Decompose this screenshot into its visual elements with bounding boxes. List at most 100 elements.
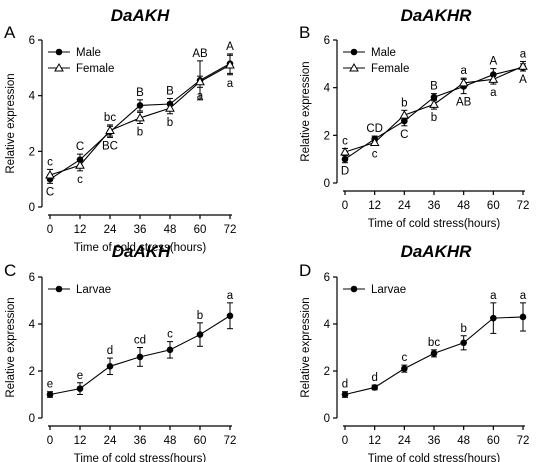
y-tick-label: 0 — [324, 413, 330, 425]
data-label: A — [489, 56, 497, 68]
x-tick-label: 48 — [164, 435, 177, 447]
data-point — [75, 160, 85, 169]
x-tick-label: 0 — [342, 435, 348, 447]
data-point — [45, 169, 55, 179]
legend-label: Larvae — [371, 284, 406, 296]
y-tick-label: 2 — [324, 366, 330, 378]
legend-marker — [350, 48, 358, 56]
data-point — [369, 137, 380, 146]
y-axis-label: Relative expression — [5, 73, 17, 173]
data-point — [401, 365, 408, 372]
data-point — [430, 93, 438, 101]
x-tick-label: 12 — [74, 224, 87, 236]
data-point — [341, 155, 349, 163]
legend-marker — [55, 48, 63, 56]
y-tick-label: 6 — [324, 272, 330, 284]
data-point — [518, 61, 528, 70]
data-label: b — [137, 127, 143, 139]
data-label: C — [46, 186, 54, 198]
data-point — [165, 103, 175, 112]
x-tick-label: 48 — [457, 200, 470, 212]
y-tick-label: 2 — [29, 366, 35, 378]
data-label: AB — [192, 48, 208, 60]
panel-letter: C — [4, 261, 16, 280]
data-point — [371, 384, 378, 391]
y-axis-label: Relative expression — [300, 297, 312, 397]
x-tick-label: 72 — [224, 435, 237, 447]
x-tick-label: 0 — [47, 435, 53, 447]
x-tick-label: 24 — [398, 200, 411, 212]
x-tick-label: 24 — [104, 224, 117, 236]
data-label: CD — [366, 123, 383, 135]
series-female: c c b b a a a — [340, 48, 528, 160]
panel-letter: A — [4, 23, 16, 42]
data-point — [519, 313, 527, 321]
legend: Larvae — [48, 284, 111, 296]
data-point — [105, 125, 115, 134]
y-tick-label: 2 — [29, 146, 35, 158]
data-label: e — [47, 379, 53, 391]
data-label: c — [342, 135, 348, 147]
x-tick-label: 24 — [398, 435, 411, 447]
x-tick-label: 36 — [428, 200, 441, 212]
y-tick-label: 4 — [29, 319, 36, 331]
legend-marker — [55, 285, 63, 293]
x-tick-label: 60 — [487, 200, 500, 212]
x-tick-label: 72 — [517, 435, 530, 447]
data-point — [430, 350, 438, 357]
panel-letter: D — [299, 261, 311, 280]
data-label: AB — [456, 97, 472, 109]
data-label: A — [519, 74, 527, 86]
axes — [41, 277, 232, 427]
x-tick-label: 36 — [134, 435, 147, 447]
data-point — [226, 312, 234, 320]
data-point — [488, 74, 499, 83]
data-label: b — [197, 310, 203, 322]
x-axis-label: Time of cold stress(hours) — [74, 453, 207, 462]
data-label: c — [372, 148, 378, 160]
y-tick-label: 4 — [324, 319, 331, 331]
data-label: c — [77, 174, 83, 186]
data-label: d — [107, 345, 113, 357]
data-label: b — [167, 117, 173, 129]
data-point — [460, 339, 467, 347]
legend-marker — [350, 285, 358, 293]
data-point — [490, 314, 497, 322]
x-tick-label: 48 — [164, 224, 177, 236]
y-tick-label: 6 — [324, 35, 330, 47]
data-label: A — [226, 41, 234, 53]
y-tick-label: 0 — [324, 178, 330, 190]
data-label: a — [227, 78, 234, 90]
series-larvae: d d c bc b a a — [341, 290, 527, 398]
data-point — [136, 353, 144, 361]
data-point — [225, 60, 235, 69]
y-tick-label: 2 — [324, 130, 330, 142]
data-point — [76, 385, 84, 392]
data-label: a — [520, 290, 527, 302]
data-label: a — [520, 48, 527, 60]
data-label: B — [166, 85, 174, 97]
data-label: B — [430, 81, 438, 93]
data-point — [195, 76, 205, 86]
x-axis-label: Time of cold stress(hours) — [368, 218, 501, 230]
data-label: b — [460, 323, 466, 335]
data-label: a — [490, 290, 497, 302]
y-tick-label: 4 — [29, 91, 36, 103]
series-female: c c bc b b a a — [45, 54, 235, 186]
data-label: d — [342, 379, 348, 391]
y-axis-label: Relative expression — [5, 297, 17, 397]
data-point — [341, 391, 349, 398]
data-label: C — [400, 129, 408, 141]
legend-label: Female — [371, 63, 409, 75]
data-label: c — [401, 352, 407, 364]
data-point — [429, 99, 439, 108]
y-tick-label: 6 — [29, 35, 35, 47]
x-tick-label: 72 — [224, 224, 237, 236]
x-tick-label: 0 — [47, 224, 53, 236]
y-tick-label: 6 — [29, 272, 35, 284]
x-tick-label: 12 — [368, 435, 381, 447]
y-tick-label: 4 — [324, 83, 331, 95]
